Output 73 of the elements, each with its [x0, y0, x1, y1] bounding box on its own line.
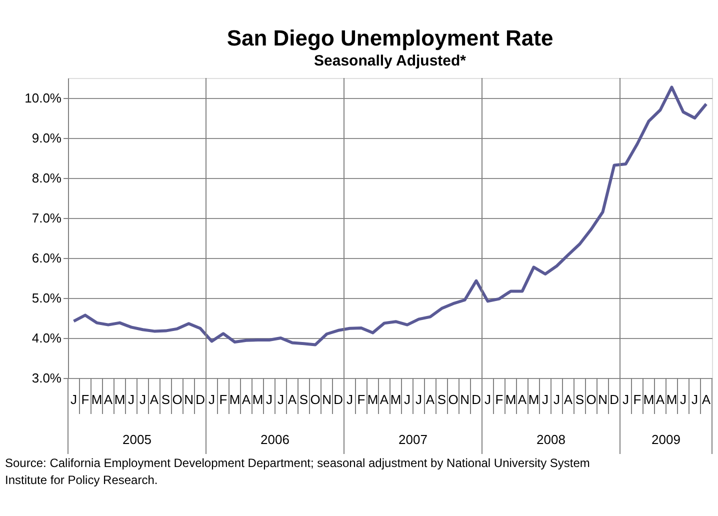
- x-tick-label: M: [390, 392, 402, 407]
- x-tick-label: J: [484, 392, 491, 407]
- x-tick-label: D: [334, 392, 343, 407]
- y-tick-label: 6.0%: [32, 250, 62, 266]
- x-tick-label: J: [208, 392, 215, 407]
- x-tick-label: O: [448, 392, 458, 407]
- x-tick-label: M: [643, 392, 654, 407]
- x-tick-label: F: [219, 392, 228, 407]
- text: 2009: [652, 432, 680, 447]
- x-tick-label: J: [542, 392, 548, 407]
- y-tick-label: 7.0%: [32, 210, 62, 226]
- x-tick-label: D: [472, 392, 481, 407]
- x-tick-label: A: [380, 392, 389, 407]
- text: 2006: [260, 432, 290, 447]
- x-tick-label: A: [104, 392, 113, 407]
- x-tick-label: A: [150, 392, 159, 407]
- x-tick-label: M: [528, 392, 540, 407]
- x-tick-label: M: [666, 392, 678, 407]
- x-tick-label: J: [692, 392, 698, 407]
- x-tick-label: M: [91, 392, 102, 407]
- x-tick-label: J: [554, 392, 560, 407]
- x-tick-label: N: [598, 392, 608, 407]
- x-tick-label: J: [416, 392, 422, 407]
- x-tick-label: J: [140, 392, 146, 407]
- x-tick-label: A: [564, 392, 573, 407]
- x-tick-label: N: [184, 392, 194, 407]
- x-tick-label: J: [278, 392, 284, 407]
- x-tick-label: A: [426, 392, 435, 407]
- y-tick-label: 4.0%: [32, 330, 62, 346]
- x-tick-label: N: [460, 392, 470, 407]
- x-tick-label: N: [322, 392, 332, 407]
- source-note: Source: California Employment Development Department; seasonal adjustment by National University System Institute for Policy Research.: [5, 456, 590, 487]
- x-tick-label: O: [586, 392, 596, 407]
- x-tick-label: D: [196, 392, 205, 407]
- y-tick-label: 3.0%: [32, 370, 62, 386]
- x-tick-label: A: [656, 392, 665, 407]
- x-tick-label: D: [610, 392, 619, 407]
- x-tick-label: J: [70, 392, 77, 407]
- x-tick-label: S: [575, 392, 584, 407]
- x-tick-label: S: [437, 392, 446, 407]
- text: 2008: [536, 432, 566, 447]
- y-tick-label: 8.0%: [32, 170, 62, 186]
- x-tick-label: F: [81, 392, 90, 407]
- x-tick-label: M: [505, 392, 516, 407]
- text: 2005: [122, 432, 152, 447]
- y-tick-label: 9.0%: [32, 130, 62, 146]
- x-tick-label: J: [128, 392, 134, 407]
- x-tick-label: A: [702, 392, 711, 407]
- x-tick-label: A: [288, 392, 297, 407]
- y-tick-label: 10.0%: [24, 90, 62, 106]
- x-tick-label: O: [310, 392, 320, 407]
- x-tick-label: F: [495, 392, 504, 407]
- x-tick-label: F: [357, 392, 366, 407]
- x-tick-label: A: [242, 392, 251, 407]
- x-tick-label: S: [299, 392, 308, 407]
- chart-title: San Diego Unemployment Rate: [226, 26, 554, 50]
- x-tick-label: M: [114, 392, 126, 407]
- x-tick-label: J: [266, 392, 272, 407]
- chart-subtitle: Seasonally Adjusted*: [314, 52, 466, 70]
- x-tick-label: J: [680, 392, 686, 407]
- x-tick-label: J: [404, 392, 410, 407]
- x-tick-label: M: [367, 392, 378, 407]
- x-tick-label: J: [622, 392, 629, 407]
- x-tick-label: M: [229, 392, 240, 407]
- text: 2007: [398, 432, 428, 447]
- y-tick-label: 5.0%: [32, 290, 62, 306]
- x-tick-label: S: [161, 392, 170, 407]
- x-tick-label: J: [346, 392, 353, 407]
- line-series: [72, 86, 708, 346]
- x-tick-label: F: [633, 392, 642, 407]
- x-tick-label: A: [518, 392, 527, 407]
- x-tick-label: M: [252, 392, 264, 407]
- x-tick-label: O: [172, 392, 182, 407]
